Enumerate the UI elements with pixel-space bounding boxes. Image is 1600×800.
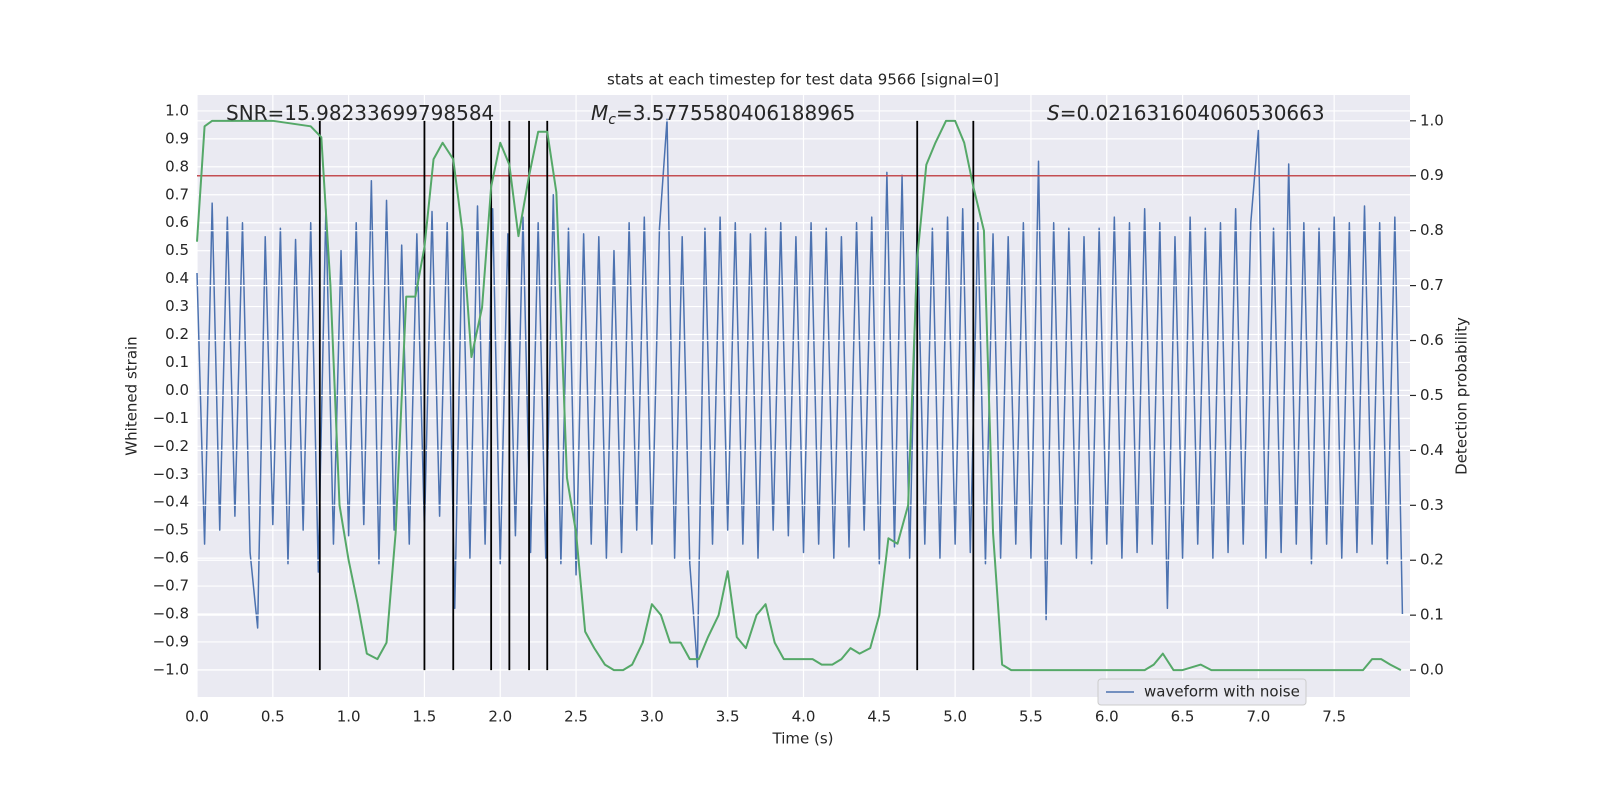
y2-tick-label: 0.4 <box>1420 441 1444 459</box>
series-line <box>196 119 1402 672</box>
y2-tick-label: 0.1 <box>1420 606 1444 624</box>
x-tick-label: 6.0 <box>1095 708 1119 726</box>
legend-label: waveform with noise <box>1144 683 1300 701</box>
annotation-symbol: M <box>591 101 608 125</box>
annotation-subscript: c <box>608 112 616 128</box>
annotation: Mc=3.5775580406188965 <box>591 101 855 129</box>
x-tick-label: 1.0 <box>337 708 361 726</box>
x-tick-label: 2.0 <box>488 708 512 726</box>
y2-tick-label: 0.6 <box>1420 331 1444 349</box>
y-tick-label: 0.5 <box>165 241 189 259</box>
y-tick-label: −0.2 <box>153 437 189 455</box>
annotation: SNR=15.98233699798584 <box>226 101 494 125</box>
y2-tick-label: 1.0 <box>1420 111 1444 129</box>
annotation-value: =3.5775580406188965 <box>616 101 855 125</box>
over-layer <box>196 119 1416 672</box>
y-tick-label: 0.6 <box>165 213 189 231</box>
x-tick-label: 0.0 <box>185 708 209 726</box>
y-tick-label: 0.9 <box>165 129 189 147</box>
y-tick-label: 0.2 <box>165 325 189 343</box>
x-tick-label: 7.5 <box>1322 708 1346 726</box>
y-tick-label: 0.0 <box>165 381 189 399</box>
x-tick-label: 5.5 <box>1019 708 1043 726</box>
series-line <box>196 118 1404 668</box>
y2-tick-label: 0.3 <box>1420 496 1444 514</box>
y-tick-label: 1.0 <box>165 101 189 119</box>
y-tick-label: 0.1 <box>165 353 189 371</box>
y2-tick-label: 0.7 <box>1420 276 1444 294</box>
x-axis-label: Time (s) <box>772 730 834 748</box>
y2-axis-label: Detection probability <box>1453 317 1471 475</box>
y2-tick-label: 0.9 <box>1420 166 1444 184</box>
y-tick-label: 0.3 <box>165 297 189 315</box>
x-tick-label: 6.5 <box>1171 708 1195 726</box>
y-tick-label: −0.5 <box>153 521 189 539</box>
y-tick-label: 0.8 <box>165 157 189 175</box>
y2-tick-label: 0.5 <box>1420 386 1444 404</box>
x-tick-label: 3.5 <box>716 708 740 726</box>
y-tick-label: −1.0 <box>153 660 189 678</box>
x-tick-label: 4.0 <box>792 708 816 726</box>
y-tick-label: −0.7 <box>153 577 189 595</box>
x-tick-label: 5.0 <box>943 708 967 726</box>
annotation-value: SNR=15.98233699798584 <box>226 101 494 125</box>
annotation: S=0.021631604060530663 <box>1047 101 1325 125</box>
y-tick-label: −0.4 <box>153 493 189 511</box>
y-tick-label: −0.8 <box>153 604 189 622</box>
y2-tick-label: 0.2 <box>1420 551 1444 569</box>
y-tick-label: 0.7 <box>165 185 189 203</box>
y-tick-label: 0.4 <box>165 269 189 287</box>
x-tick-label: 3.0 <box>640 708 664 726</box>
legend-box <box>1097 678 1307 706</box>
y2-tick-label: 0.8 <box>1420 221 1444 239</box>
annotation-symbol: S <box>1047 101 1060 125</box>
y-tick-label: −0.3 <box>153 465 189 483</box>
x-tick-label: 7.0 <box>1246 708 1270 726</box>
x-tick-label: 1.5 <box>413 708 437 726</box>
y-tick-label: −0.6 <box>153 549 189 567</box>
annotation-value: =0.021631604060530663 <box>1060 101 1325 125</box>
x-tick-label: 4.5 <box>867 708 891 726</box>
x-tick-label: 2.5 <box>564 708 588 726</box>
chart-title: stats at each timestep for test data 956… <box>607 71 999 89</box>
y-tick-label: −0.1 <box>153 409 189 427</box>
y2-tick-label: 0.0 <box>1420 661 1444 679</box>
y-axis-label: Whitened strain <box>123 336 141 455</box>
y-tick-label: −0.9 <box>153 632 189 650</box>
x-tick-label: 0.5 <box>261 708 285 726</box>
